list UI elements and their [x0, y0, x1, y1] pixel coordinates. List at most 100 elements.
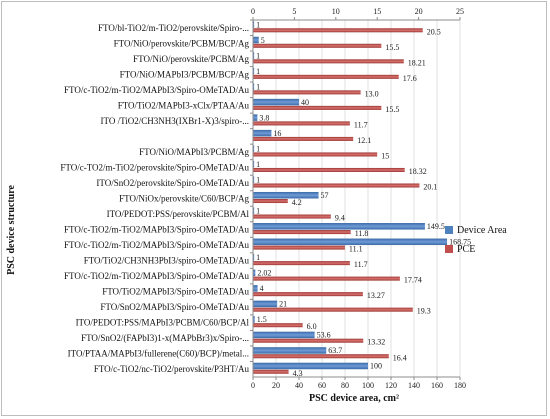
device-area-value-8: 1	[256, 144, 260, 153]
pce-bar-11	[253, 199, 288, 204]
device-area-bar-19	[253, 316, 255, 323]
category-label-10: ITO/SnO2/perovskite/Spiro-OMeTAD/Au	[96, 178, 249, 188]
x-tick-label-top-3: 15	[373, 7, 381, 16]
pce-value-2: 18.21	[408, 58, 426, 67]
pce-bar-7	[253, 136, 354, 141]
category-label-9: FTO/c-TO2/m-TiO2/perovskite/Spiro-OMeTAD…	[60, 162, 249, 172]
legend-label-device-area: Device Area	[457, 225, 507, 236]
pce-value-12: 9.4	[335, 214, 345, 223]
bars	[253, 21, 448, 374]
device-area-bar-9	[253, 160, 255, 168]
device-area-value-22: 100	[370, 362, 382, 371]
x-tick-label-bottom-7: 140	[408, 381, 420, 390]
pce-bar-6	[253, 121, 350, 126]
category-label-11: FTO/NiOx/perovskite/C60/BCP/Ag	[119, 194, 249, 204]
device-area-bar-21	[253, 347, 327, 354]
device-area-bar-22	[253, 362, 368, 370]
category-label-8: FTO/NiO/MAPbI3/PCBM/Ag	[139, 147, 249, 157]
device-area-bar-14	[253, 238, 448, 246]
category-label-14: FTO/c-TiO2/m-TiO2/MAPbI3/Spiro-OMeTAD/Au	[64, 240, 249, 250]
device-area-value-15: 1	[256, 253, 260, 262]
device-area-bar-5	[253, 98, 299, 106]
pce-value-6: 11.7	[354, 120, 368, 129]
device-area-bar-20	[253, 331, 315, 339]
device-area-bar-7	[253, 129, 272, 137]
pce-bar-16	[253, 276, 400, 281]
pce-value-3: 17.6	[403, 74, 417, 83]
device-area-value-10: 1	[256, 175, 260, 184]
device-area-bar-15	[253, 254, 255, 261]
category-label-4: FTO/c-TiO2/m-TiO2/MAPbI3/Spiro-OMeTAD/Au	[64, 85, 249, 95]
x-tick-label-bottom-2: 40	[295, 381, 303, 390]
device-area-value-14: 168.75	[449, 238, 471, 247]
x-tick-label-top-5: 25	[456, 7, 464, 16]
category-label-18: FTO/SnO2/MAPbI3/Spiro-OMeTAD/Au	[100, 302, 249, 312]
legend: Device Area PCE	[445, 225, 507, 255]
device-area-value-2: 1	[256, 51, 260, 60]
pce-bar-2	[253, 59, 404, 64]
device-area-value-20: 53.6	[317, 331, 331, 340]
legend-swatch-device-area	[445, 226, 453, 234]
device-area-value-1: 5	[261, 36, 265, 45]
category-label-3: FTO/NiO/MAPbI3/PCBM/BCP/Ag	[120, 69, 250, 79]
pce-value-1: 15.5	[385, 43, 399, 52]
pce-value-18: 19.3	[417, 307, 431, 316]
device-area-bar-16	[253, 269, 256, 277]
x-tick-label-bottom-8: 160	[431, 381, 443, 390]
device-area-value-11: 57	[321, 191, 329, 200]
pce-bar-9	[253, 167, 405, 172]
device-area-bar-10	[253, 176, 255, 183]
x-tick-label-bottom-5: 100	[362, 381, 374, 390]
device-area-bar-1	[253, 36, 259, 44]
device-area-bar-11	[253, 191, 319, 199]
device-area-value-7: 16	[273, 129, 281, 138]
pce-value-5: 15.5	[385, 105, 399, 114]
legend-label-pce: PCE	[457, 244, 475, 255]
device-area-value-3: 1	[256, 67, 260, 76]
x-axis-title: PSC device area, cm²	[309, 393, 399, 404]
pce-value-17: 13.27	[367, 291, 385, 300]
pce-bar-0	[253, 28, 423, 33]
device-area-value-16: 2.02	[257, 269, 271, 278]
pce-bar-8	[253, 152, 378, 157]
category-label-12: ITO/PEDOT:PSS/perovskite/PCBM/Al	[107, 209, 250, 219]
device-area-value-21: 63.7	[328, 346, 342, 355]
category-label-19: ITO/PEDOT:PSS/MAPbI3/PCBM/C60/BCP/Al	[76, 318, 250, 328]
x-tick-label-top-2: 10	[332, 7, 340, 16]
pce-bar-22	[253, 369, 289, 374]
device-area-value-13: 149.5	[427, 222, 445, 231]
device-area-bar-2	[253, 52, 255, 59]
device-area-bar-13	[253, 223, 425, 230]
pce-value-8: 15	[381, 151, 389, 160]
pce-bar-17	[253, 292, 363, 297]
pce-value-22: 4.3	[293, 369, 303, 378]
category-label-2: FTO/NiO/perovskite/PCBM/Ag	[133, 54, 249, 64]
device-area-value-5: 40	[301, 98, 309, 107]
pce-value-4: 13.0	[365, 89, 379, 98]
device-area-value-19: 1.5	[257, 315, 267, 324]
category-label-0: FTO/bl-TiO2/m-TiO2/perovskite/Spiro-...	[98, 23, 249, 33]
category-label-17: FTO/TiO2/MAPbI3/Spiro-OMeTAD/Au	[102, 287, 249, 297]
device-area-bar-4	[253, 83, 255, 90]
axes	[250, 17, 461, 380]
pce-value-15: 11.7	[354, 260, 368, 269]
pce-value-21: 16.4	[393, 353, 407, 362]
category-label-20: FTO/SnO2/(FAPbI3)1-x(MAPbBr3)x/Spiro-...	[81, 333, 249, 343]
device-area-bar-18	[253, 300, 278, 308]
device-area-value-4: 1	[256, 82, 260, 91]
pce-bar-20	[253, 338, 364, 343]
pce-value-16: 17.74	[404, 276, 422, 285]
pce-bar-21	[253, 354, 389, 359]
pce-value-20: 13.32	[367, 338, 385, 347]
pce-value-13: 11.8	[355, 229, 369, 238]
category-label-16: FTO/c-TiO2/m-TiO2/MAPbI3/Spiro-OMeTAD/Au	[64, 271, 249, 281]
pce-bar-14	[253, 245, 345, 250]
x-tick-label-bottom-1: 20	[272, 381, 280, 390]
device-area-value-9: 1	[256, 160, 260, 169]
pce-bar-3	[253, 74, 399, 79]
pce-bar-15	[253, 261, 350, 266]
legend-swatch-pce	[445, 245, 453, 253]
category-label-5: FTO/TiO2/MAPbI3-xClx/PTAA/Au	[118, 100, 250, 110]
